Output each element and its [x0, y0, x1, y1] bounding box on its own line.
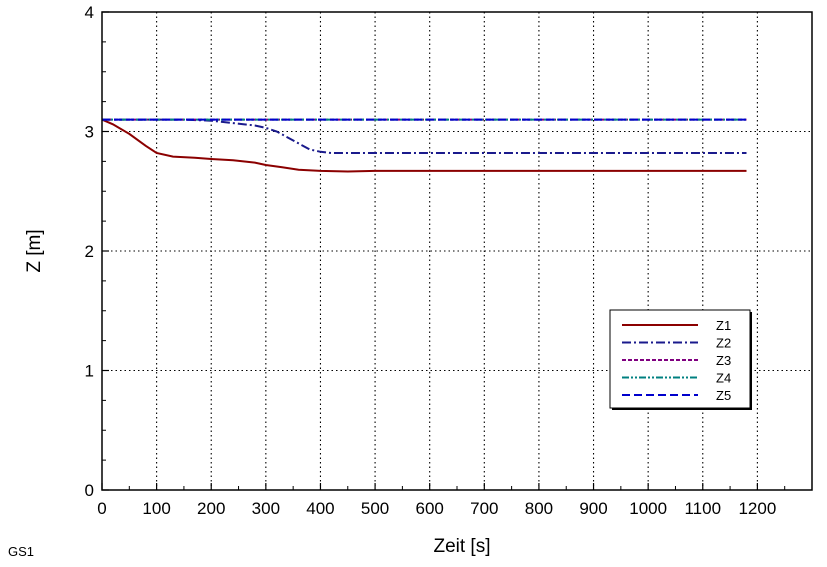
y-tick-label: 1 [85, 362, 94, 381]
x-axis-title: Zeit [s] [433, 536, 490, 557]
corner-label: GS1 [8, 544, 34, 559]
x-axis-ticks: 0 100 200 300 400 500 600 700 800 900 1000 1100 1200 [97, 483, 786, 518]
y-tick-label: 3 [85, 123, 94, 142]
x-tick-label: 500 [361, 499, 389, 518]
x-tick-label: 800 [525, 499, 553, 518]
legend: Z1 Z2 Z3 Z4 Z5 [609, 309, 752, 410]
x-tick-label: 200 [197, 499, 225, 518]
x-tick-label: 400 [306, 499, 334, 518]
legend-label-z4: Z4 [716, 371, 731, 386]
x-tick-label: 300 [252, 499, 280, 518]
y-tick-label: 2 [85, 242, 94, 261]
x-tick-label: 1100 [684, 499, 721, 518]
x-tick-label: 1200 [738, 499, 776, 518]
legend-label-z1: Z1 [716, 318, 731, 333]
series-lines [101, 118, 747, 173]
y-tick-label: 0 [85, 481, 94, 500]
x-tick-label: 0 [97, 499, 106, 518]
legend-label-z3: Z3 [716, 353, 731, 368]
y-tick-label: 4 [85, 3, 94, 22]
legend-label-z5: Z5 [716, 388, 731, 403]
series-line-z2 [102, 118, 747, 154]
x-tick-label: 600 [416, 499, 444, 518]
y-axis-ticks: 0 1 2 3 4 [85, 3, 109, 500]
legend-label-z2: Z2 [716, 336, 731, 351]
x-tick-label: 100 [142, 499, 170, 518]
grid [102, 12, 812, 490]
x-tick-label: 1000 [629, 499, 667, 518]
x-tick-label: 700 [470, 499, 498, 518]
series-line-z1 [101, 118, 747, 173]
y-axis-title: Z [m] [24, 229, 45, 272]
x-tick-label: 900 [579, 499, 607, 518]
